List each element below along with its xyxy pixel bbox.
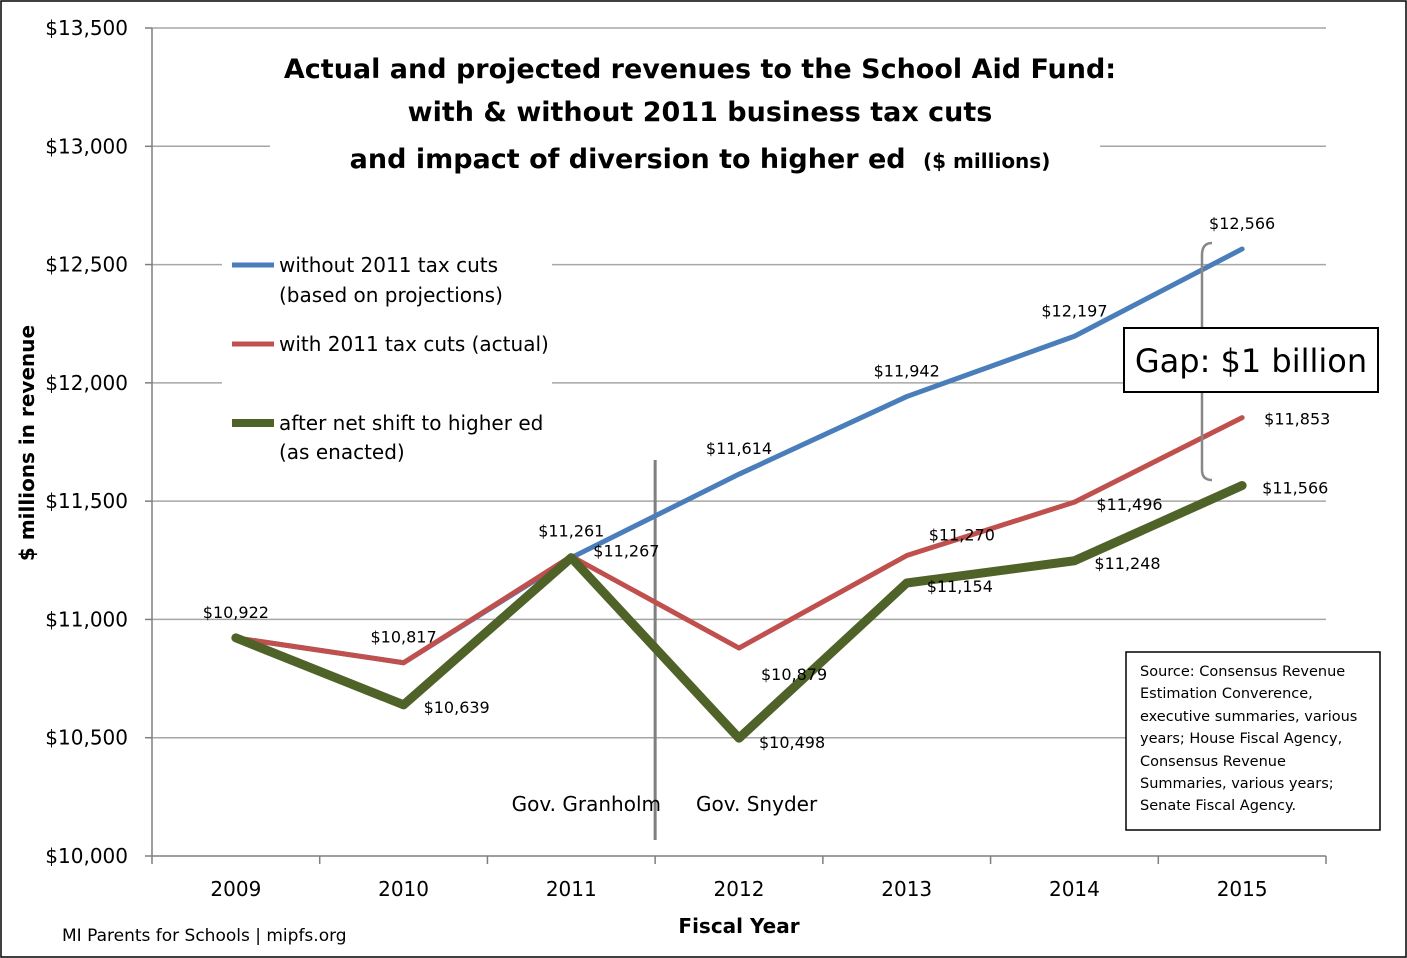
data-label: $12,566 xyxy=(1209,214,1275,233)
data-label: $11,566 xyxy=(1262,479,1328,498)
gap-box: Gap: $1 billion xyxy=(1123,327,1379,393)
y-tick-label: $11,000 xyxy=(45,607,128,631)
title-line-3: and impact of diversion to higher ed ($ … xyxy=(350,144,1051,175)
source-line: Consensus Revenue xyxy=(1140,754,1286,770)
legend-label-3-sub: (as enacted) xyxy=(279,440,405,464)
data-labels: $11,614 $11,942 $12,197 $12,566 $10,817 $11,2… xyxy=(203,214,1331,752)
source-line: Summaries, various years; xyxy=(1140,776,1334,792)
x-tick-label: 2010 xyxy=(378,877,429,901)
legend-label-3: after net shift to higher ed xyxy=(279,411,543,435)
source-box: Source: Consensus Revenue Estimation Con… xyxy=(1125,651,1381,831)
x-tick-label: 2009 xyxy=(210,877,261,901)
gov-granholm-label: Gov. Granholm xyxy=(512,792,661,816)
x-tick-label: 2014 xyxy=(1049,877,1100,901)
x-axis-title: Fiscal Year xyxy=(678,914,799,938)
y-axis-title: $ millions in revenue xyxy=(15,325,39,561)
data-label: $11,942 xyxy=(874,362,940,381)
data-label: $10,879 xyxy=(761,665,827,684)
y-tick-label: $13,000 xyxy=(45,134,128,158)
data-label: $10,498 xyxy=(759,733,825,752)
data-label: $10,817 xyxy=(370,628,436,647)
title-line-3-main: and impact of diversion to higher ed xyxy=(350,144,906,175)
x-tick-label: 2015 xyxy=(1217,877,1268,901)
gov-snyder-label: Gov. Snyder xyxy=(696,792,818,816)
title-units: ($ millions) xyxy=(923,149,1050,173)
data-label: $11,853 xyxy=(1264,410,1330,429)
legend-label-1-sub: (based on projections) xyxy=(279,283,503,307)
legend: without 2011 tax cuts (based on projecti… xyxy=(222,245,552,470)
y-tick-label: $10,500 xyxy=(45,726,128,750)
title-line-1: Actual and projected revenues to the Sch… xyxy=(284,54,1116,85)
x-tick-label: 2011 xyxy=(546,877,597,901)
source-line: Source: Consensus Revenue xyxy=(1140,664,1345,680)
y-tick-label: $11,500 xyxy=(45,489,128,513)
source-line: executive summaries, various xyxy=(1140,709,1357,725)
chart-title: Actual and projected revenues to the Sch… xyxy=(270,45,1116,185)
series-lines xyxy=(231,246,1247,743)
y-tick-label: $12,500 xyxy=(45,253,128,277)
data-label: $11,154 xyxy=(927,577,993,596)
source-line: years; House Fiscal Agency, xyxy=(1140,731,1342,747)
legend-label-1: without 2011 tax cuts xyxy=(279,253,498,277)
data-label: $11,614 xyxy=(706,439,772,458)
data-label: $11,248 xyxy=(1094,554,1160,573)
gap-label: Gap: $1 billion xyxy=(1135,342,1367,380)
series-line-with-tax-cuts xyxy=(233,415,1245,666)
data-label: $11,267 xyxy=(593,541,659,560)
data-label: $11,270 xyxy=(929,526,995,545)
data-label: $11,496 xyxy=(1096,495,1162,514)
title-line-2: with & without 2011 business tax cuts xyxy=(408,97,993,128)
data-label: $12,197 xyxy=(1041,301,1107,320)
y-tick-label: $12,000 xyxy=(45,371,128,395)
axes: $10,000 $10,500 $11,000 $11,500 $12,000 $12,5… xyxy=(45,16,1327,901)
data-label: $10,922 xyxy=(203,603,269,622)
credit-text: MI Parents for Schools | mipfs.org xyxy=(62,926,347,946)
x-tick-label: 2012 xyxy=(714,877,765,901)
y-tick-label: $13,500 xyxy=(45,16,128,40)
x-tick-label: 2013 xyxy=(881,877,932,901)
legend-label-2: with 2011 tax cuts (actual) xyxy=(279,332,549,356)
y-tick-label: $10,000 xyxy=(45,844,128,868)
data-label: $10,639 xyxy=(424,698,490,717)
series-line-after-shift xyxy=(231,481,1247,743)
source-line: Senate Fiscal Agency. xyxy=(1140,798,1296,814)
data-label: $11,261 xyxy=(538,522,604,541)
source-line: Estimation Converence, xyxy=(1140,686,1313,702)
